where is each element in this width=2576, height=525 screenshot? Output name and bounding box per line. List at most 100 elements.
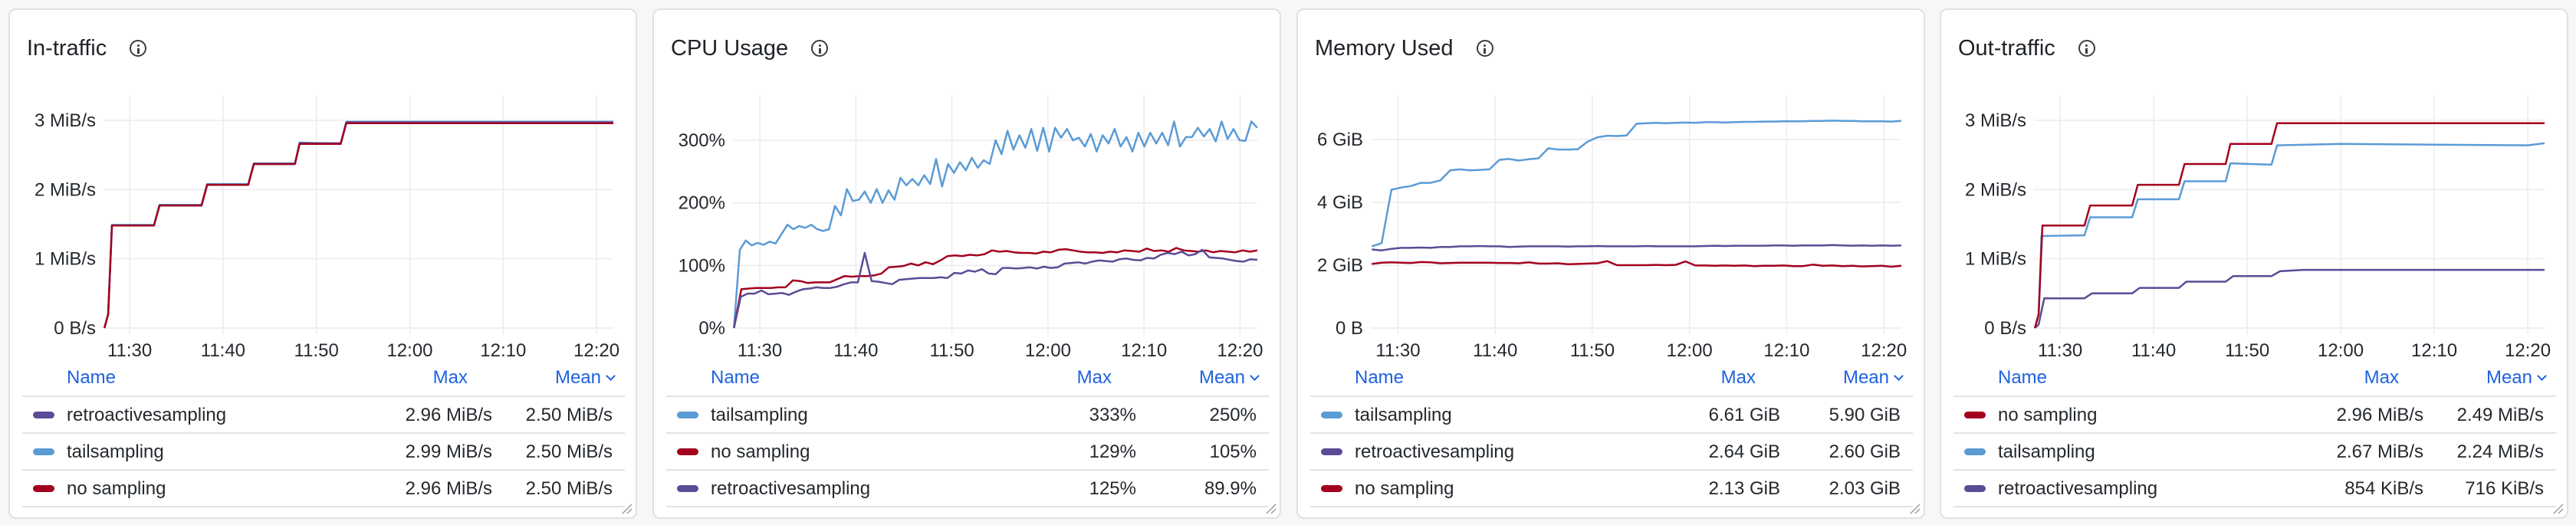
legend-row[interactable]: no sampling 2.96 MiB/s 2.50 MiB/s (22, 471, 625, 507)
dashboard-panel: CPU Usage 11:30 11:40 11:50 12:00 12:10 12:20… (652, 8, 1281, 519)
series-color-swatch (1321, 448, 1342, 455)
panel-title: Out-traffic (1958, 35, 2055, 61)
info-icon[interactable] (1476, 40, 1493, 57)
dashboard-panel: Memory Used 11:30 11:40 11:50 12:00 12:10 12:… (1296, 8, 1925, 519)
y-tick-label: 0 B (1336, 318, 1363, 339)
x-tick-label: 12:20 (573, 340, 619, 361)
dashboard-panel: Out-traffic 11:30 11:40 11:50 12:00 12:10 12:… (1940, 8, 2568, 519)
legend-row[interactable]: retroactivesampling 2.64 GiB 2.60 GiB (1310, 434, 1913, 471)
panel-header: CPU Usage (671, 33, 829, 64)
series-line-no-sampling (1372, 260, 1902, 268)
info-icon[interactable] (2078, 40, 2095, 57)
panel-title: In-traffic (27, 35, 107, 61)
y-tick-label: 100% (678, 255, 725, 276)
legend-max-header[interactable]: Max (2364, 367, 2399, 388)
time-series-chart[interactable]: 11:30 11:40 11:50 12:00 12:10 12:20 0% 100% 200%… (654, 10, 1280, 370)
legend-mean-label: Mean (1198, 367, 1245, 388)
x-tick-label: 12:00 (1667, 340, 1713, 361)
x-tick-label: 11:40 (201, 340, 245, 361)
series-mean: 2.03 GiB (1829, 478, 1901, 499)
y-tick-label: 3 MiB/s (1965, 110, 2026, 131)
x-tick-label: 12:00 (386, 340, 432, 361)
time-series-chart[interactable]: 11:30 11:40 11:50 12:00 12:10 12:20 0 B/s 1 MiB… (1941, 10, 2567, 370)
series-mean: 2.50 MiB/s (525, 405, 613, 425)
legend-mean-label: Mean (554, 367, 601, 388)
legend-max-header[interactable]: Max (1720, 367, 1756, 388)
legend-header: Name Max Mean (1953, 361, 2556, 397)
series-mean: 2.50 MiB/s (525, 441, 613, 462)
legend-row[interactable]: retroactivesampling 2.96 MiB/s 2.50 MiB/… (22, 397, 625, 434)
time-series-chart[interactable]: 11:30 11:40 11:50 12:00 12:10 12:20 0 B/s 1 MiB… (10, 10, 636, 370)
resize-handle-icon[interactable] (620, 502, 632, 514)
series-name: tailsampling (711, 405, 808, 425)
series-max: 854 KiB/s (2344, 478, 2423, 499)
x-tick-label: 12:20 (1217, 340, 1263, 361)
x-tick-label: 11:30 (2038, 340, 2082, 361)
x-tick-label: 11:30 (738, 340, 782, 361)
series-max: 2.13 GiB (1708, 478, 1780, 499)
chevron-down-icon (606, 371, 616, 381)
y-tick-label: 2 GiB (1317, 255, 1363, 276)
series-max: 125% (1089, 478, 1136, 499)
legend-row[interactable]: no sampling 2.96 MiB/s 2.49 MiB/s (1953, 397, 2556, 434)
series-color-swatch (1964, 448, 1986, 455)
legend-name-header[interactable]: Name (711, 367, 761, 388)
series-mean: 2.60 GiB (1829, 441, 1901, 462)
legend-row[interactable]: retroactivesampling 854 KiB/s 716 KiB/s (1953, 471, 2556, 507)
y-tick-label: 4 GiB (1317, 192, 1363, 213)
resize-handle-icon[interactable] (1908, 502, 1921, 514)
series-name: tailsampling (1355, 405, 1452, 425)
y-tick-label: 300% (678, 130, 725, 151)
dashboard-panel: In-traffic 11:30 11:40 11:50 12:00 12:10 12:2… (8, 8, 637, 519)
series-max: 2.67 MiB/s (2336, 441, 2423, 462)
legend-name-header[interactable]: Name (1355, 367, 1405, 388)
legend-name-header[interactable]: Name (1998, 367, 2048, 388)
resize-handle-icon[interactable] (2551, 502, 2564, 514)
legend-max-header[interactable]: Max (432, 367, 468, 388)
legend-row[interactable]: tailsampling 2.67 MiB/s 2.24 MiB/s (1953, 434, 2556, 471)
series-line-retroactivesampling (1372, 244, 1902, 251)
y-tick-label: 0 B/s (54, 318, 96, 339)
y-tick-label: 6 GiB (1317, 130, 1363, 150)
series-max: 2.64 GiB (1708, 441, 1780, 462)
series-mean: 105% (1209, 441, 1257, 462)
legend-max-header[interactable]: Max (1076, 367, 1112, 388)
x-tick-label: 11:30 (107, 340, 152, 361)
resize-handle-icon[interactable] (1264, 502, 1276, 514)
panel-title: Memory Used (1315, 35, 1454, 61)
time-series-chart[interactable]: 11:30 11:40 11:50 12:00 12:10 12:20 0 B 2 GiB 4 … (1298, 10, 1924, 370)
series-max: 2.96 MiB/s (2336, 405, 2423, 425)
x-tick-label: 12:10 (1763, 340, 1809, 361)
legend-mean-header[interactable]: Mean (2486, 367, 2547, 389)
series-mean: 2.49 MiB/s (2456, 405, 2544, 425)
legend-name-header[interactable]: Name (67, 367, 117, 388)
series-line-no-sampling (733, 247, 1258, 329)
series-line-no-sampling (103, 122, 613, 329)
series-mean: 716 KiB/s (2465, 478, 2544, 499)
legend-row[interactable]: tailsampling 6.61 GiB 5.90 GiB (1310, 397, 1913, 434)
series-max: 2.99 MiB/s (405, 441, 492, 462)
series-line-tailsampling (2033, 142, 2545, 329)
panel-header: Out-traffic (1958, 33, 2095, 64)
series-max: 333% (1089, 405, 1136, 425)
panel-header: Memory Used (1315, 33, 1493, 64)
legend-row[interactable]: retroactivesampling 125% 89.9% (666, 471, 1269, 507)
legend-mean-header[interactable]: Mean (554, 367, 616, 389)
legend-mean-header[interactable]: Mean (1843, 367, 1904, 389)
info-icon[interactable] (130, 40, 147, 57)
legend-mean-header[interactable]: Mean (1198, 367, 1260, 389)
x-tick-label: 12:10 (2411, 340, 2457, 361)
y-tick-label: 1 MiB/s (34, 249, 96, 270)
x-tick-label: 11:30 (1375, 340, 1420, 361)
info-icon[interactable] (811, 40, 829, 57)
x-tick-label: 11:50 (929, 340, 974, 361)
series-max: 6.61 GiB (1708, 405, 1780, 425)
legend-row[interactable]: tailsampling 2.99 MiB/s 2.50 MiB/s (22, 434, 625, 471)
legend-row[interactable]: no sampling 2.13 GiB 2.03 GiB (1310, 471, 1913, 507)
x-tick-label: 11:40 (833, 340, 878, 361)
series-line-retroactivesampling (103, 121, 613, 329)
legend-table: Name Max Mean tailsampling 333% 250% no … (666, 361, 1269, 507)
y-tick-label: 2 MiB/s (1965, 179, 2026, 200)
legend-row[interactable]: tailsampling 333% 250% (666, 397, 1269, 434)
legend-row[interactable]: no sampling 129% 105% (666, 434, 1269, 471)
